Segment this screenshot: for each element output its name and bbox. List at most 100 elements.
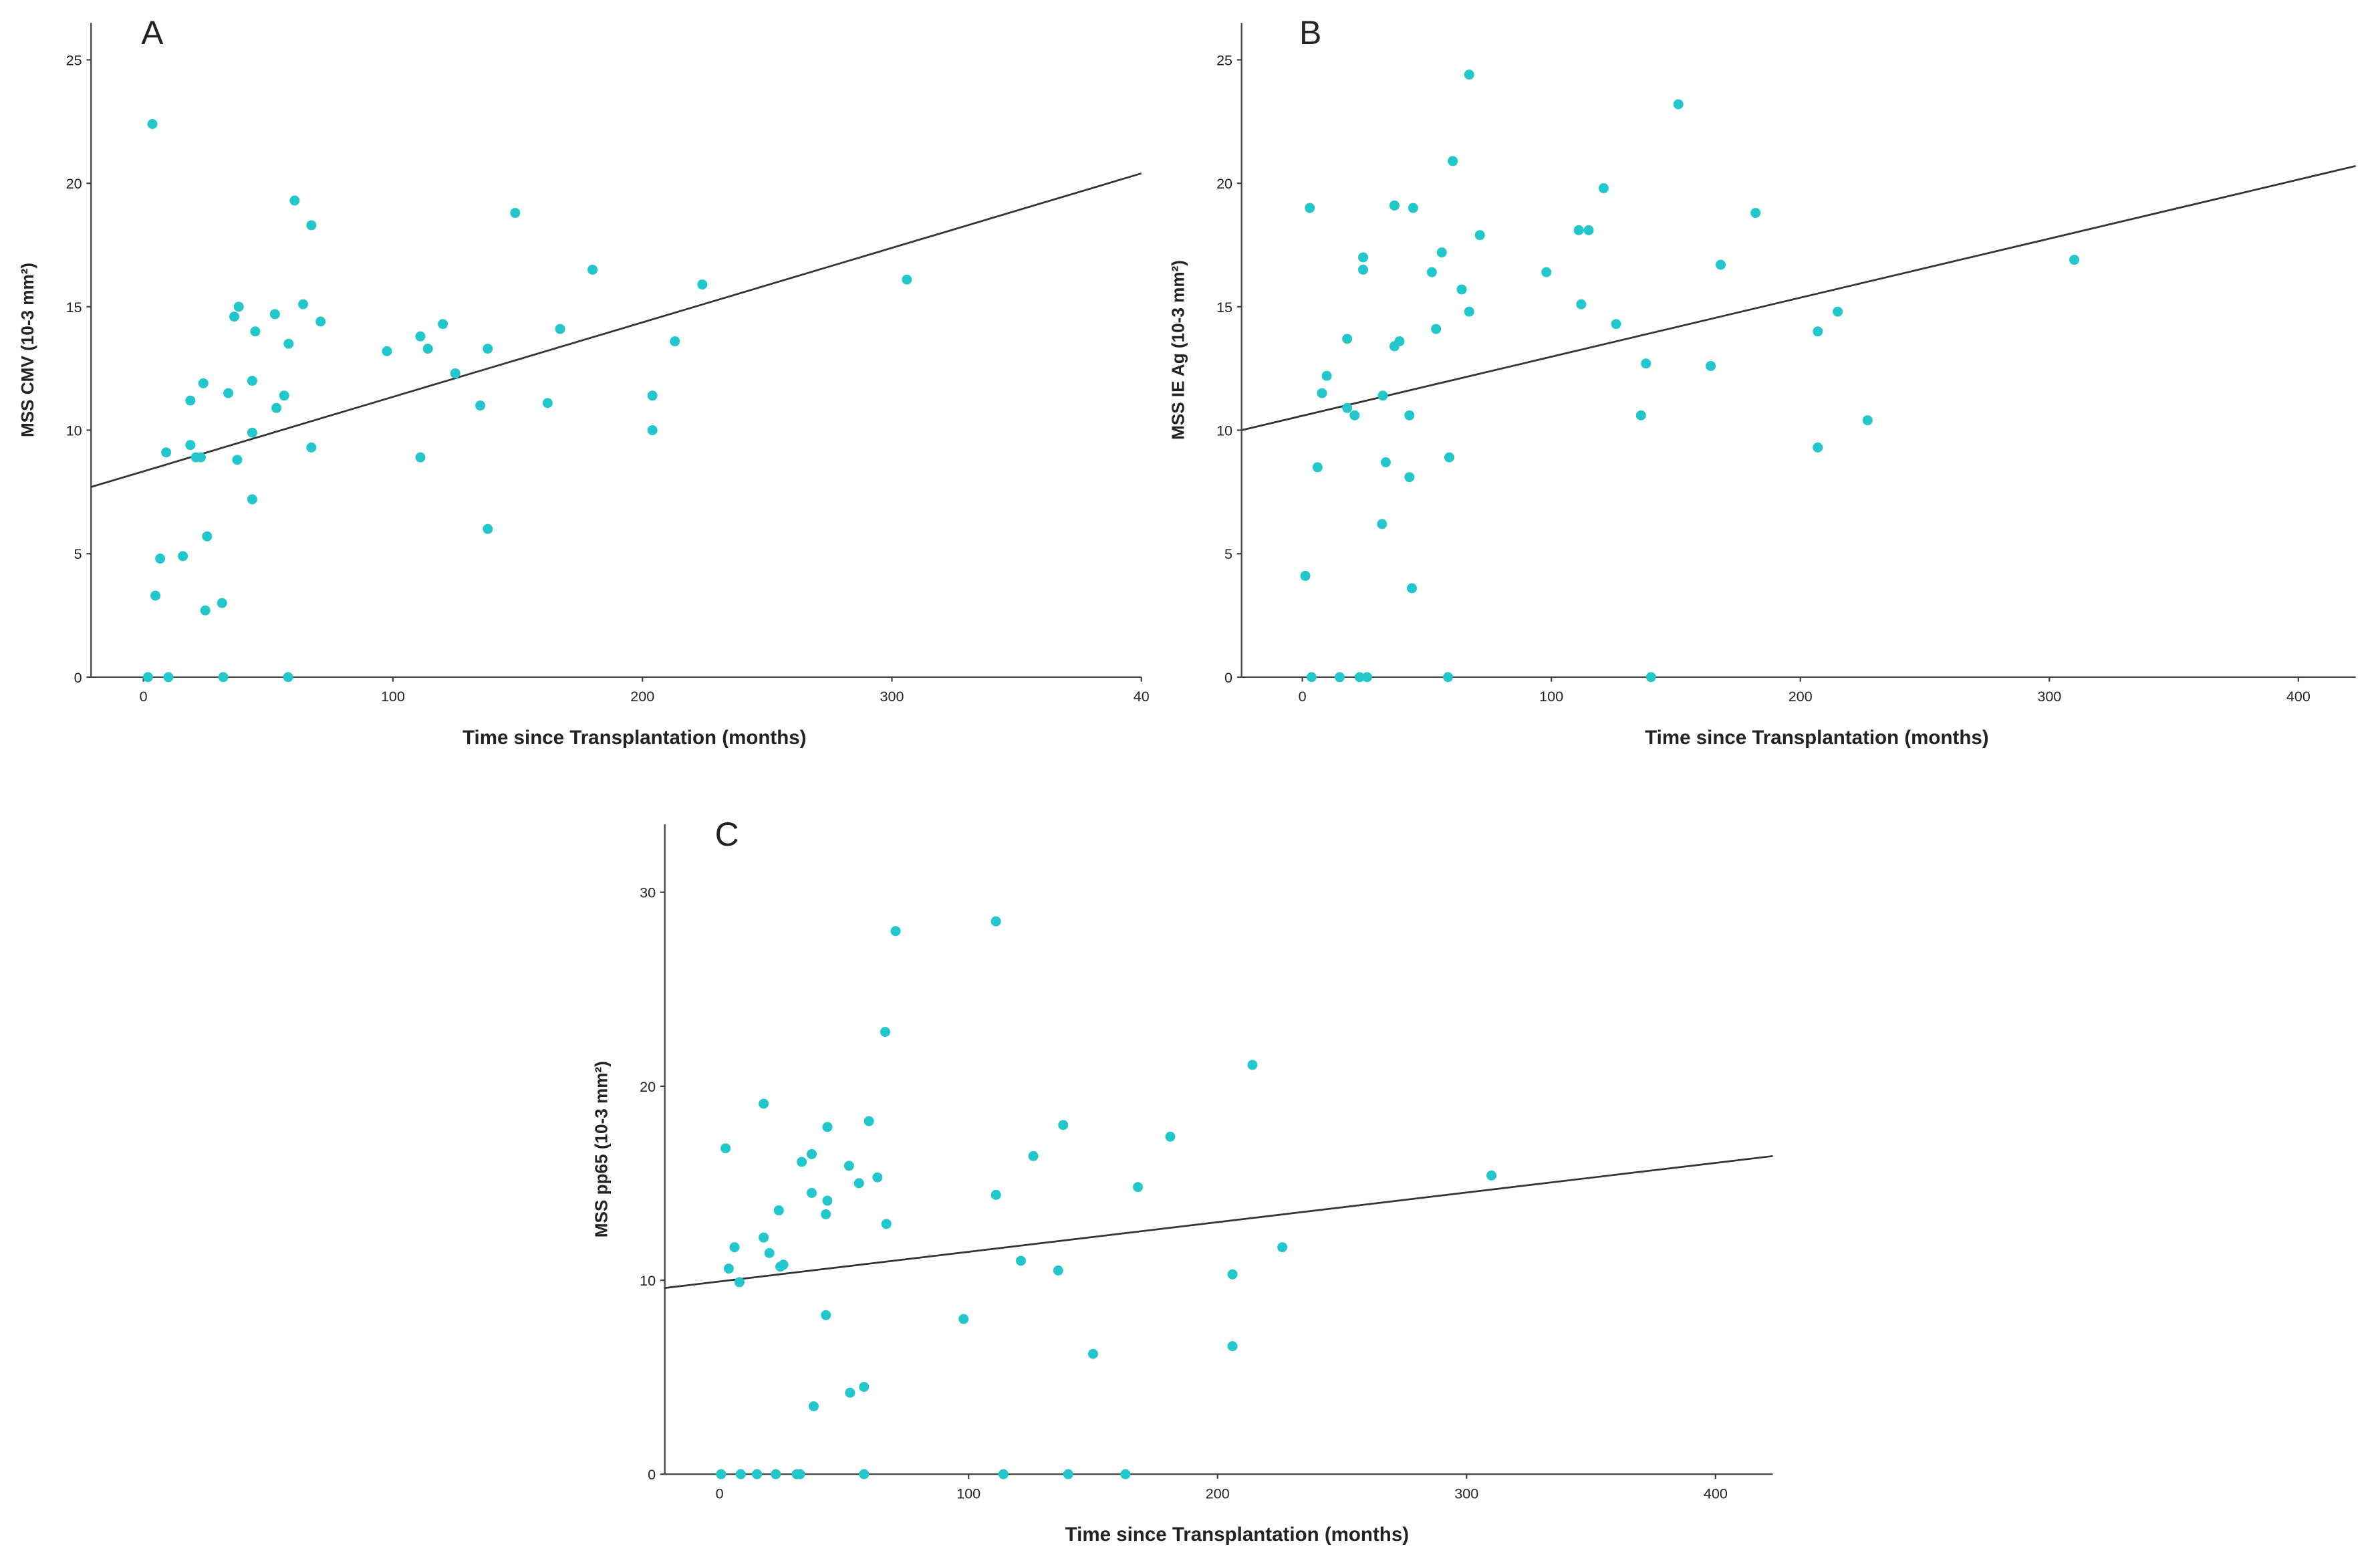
data-point bbox=[438, 319, 448, 330]
data-point bbox=[475, 400, 486, 411]
x-tick-label: 200 bbox=[630, 688, 654, 705]
data-point bbox=[1028, 1151, 1039, 1161]
data-point bbox=[1120, 1469, 1131, 1479]
data-point bbox=[223, 388, 234, 398]
data-point bbox=[279, 390, 289, 401]
data-point bbox=[269, 309, 280, 320]
y-tick-label: 10 bbox=[1216, 422, 1232, 439]
y-tick-label: 5 bbox=[74, 546, 82, 562]
data-point bbox=[647, 390, 658, 401]
data-point bbox=[1358, 252, 1368, 263]
data-point bbox=[890, 926, 901, 937]
y-tick-label: 20 bbox=[640, 1078, 656, 1095]
data-point bbox=[843, 1161, 854, 1171]
panel-label: C bbox=[715, 816, 739, 853]
data-point bbox=[1334, 672, 1345, 683]
data-point bbox=[315, 316, 326, 327]
data-point bbox=[859, 1382, 870, 1393]
data-point bbox=[483, 523, 493, 534]
data-point bbox=[1354, 672, 1365, 683]
data-point bbox=[845, 1387, 855, 1398]
data-point bbox=[1377, 519, 1387, 529]
data-point bbox=[202, 531, 213, 541]
data-point bbox=[1300, 570, 1311, 581]
data-point bbox=[247, 376, 257, 386]
scatter-chart: 0 5 10 15 20 25 0 100 200 300 400 B MSS IE Ag (10-3 … bbox=[1168, 14, 2356, 749]
data-point bbox=[1342, 402, 1353, 413]
scatter-chart: 0 5 10 15 20 25 0 100 200 300 40 A MSS CMV (10-3 mm²… bbox=[17, 14, 1150, 749]
data-point bbox=[1426, 267, 1437, 277]
data-point bbox=[1813, 326, 1823, 337]
data-point bbox=[185, 395, 196, 406]
data-point bbox=[196, 452, 206, 463]
data-point bbox=[1576, 299, 1587, 310]
data-point bbox=[1305, 203, 1315, 213]
data-point bbox=[1464, 306, 1474, 317]
trend-line bbox=[1241, 164, 2356, 431]
y-axis-label: MSS pp65 (10-3 mm²) bbox=[591, 1061, 611, 1237]
data-point bbox=[229, 312, 240, 322]
y-tick-label: 20 bbox=[66, 175, 82, 192]
x-tick-label: 100 bbox=[1539, 688, 1563, 705]
data-point bbox=[771, 1469, 781, 1479]
data-point bbox=[1349, 410, 1360, 420]
data-point bbox=[1053, 1265, 1063, 1276]
data-point bbox=[778, 1259, 789, 1270]
data-point bbox=[1342, 334, 1353, 344]
x-axis-label: Time since Transplantation (months) bbox=[462, 727, 806, 749]
data-point bbox=[1474, 230, 1485, 241]
data-point bbox=[1456, 284, 1467, 295]
x-axis-label: Time since Transplantation (months) bbox=[1645, 727, 1988, 749]
data-point bbox=[1058, 1120, 1069, 1130]
data-point bbox=[1673, 99, 1684, 110]
data-point bbox=[415, 452, 426, 463]
data-point bbox=[163, 672, 174, 683]
data-point bbox=[247, 494, 257, 505]
data-point bbox=[729, 1242, 740, 1253]
data-point bbox=[647, 425, 658, 436]
data-point bbox=[150, 590, 161, 601]
data-point bbox=[289, 195, 300, 206]
data-point bbox=[1486, 1170, 1497, 1181]
data-point bbox=[1448, 156, 1458, 166]
y-tick-label: 20 bbox=[1216, 175, 1232, 192]
y-tick-label: 10 bbox=[66, 422, 82, 439]
data-point bbox=[1377, 390, 1388, 401]
data-point bbox=[1087, 1348, 1098, 1359]
data-point bbox=[1312, 462, 1323, 473]
data-point bbox=[1404, 472, 1415, 483]
trend-line bbox=[90, 172, 1142, 488]
data-point bbox=[1431, 324, 1442, 334]
y-tick-label: 5 bbox=[1224, 546, 1232, 562]
data-point bbox=[450, 368, 460, 379]
data-point bbox=[555, 324, 565, 334]
x-tick-label: 0 bbox=[716, 1485, 724, 1501]
data-point bbox=[510, 207, 521, 218]
data-point bbox=[1227, 1269, 1238, 1280]
data-point bbox=[1227, 1341, 1238, 1352]
data-point bbox=[1394, 336, 1405, 347]
data-point bbox=[764, 1247, 775, 1258]
data-point bbox=[1247, 1060, 1258, 1070]
data-point bbox=[542, 398, 553, 408]
y-tick-label: 0 bbox=[74, 669, 82, 686]
data-point bbox=[716, 1469, 726, 1479]
data-point bbox=[1321, 370, 1332, 381]
data-point bbox=[147, 119, 158, 129]
panel-label: A bbox=[141, 14, 164, 51]
data-point bbox=[1436, 247, 1447, 258]
x-tick-label: 300 bbox=[880, 688, 904, 705]
data-point bbox=[998, 1469, 1009, 1479]
data-point bbox=[1407, 583, 1418, 594]
data-point bbox=[795, 1469, 805, 1479]
data-point bbox=[1813, 442, 1823, 453]
x-tick-label: 300 bbox=[1454, 1485, 1478, 1501]
data-point bbox=[1306, 672, 1317, 683]
data-point bbox=[1317, 388, 1327, 398]
x-axis-label: Time since Transplantation (months) bbox=[1065, 1524, 1409, 1546]
data-point bbox=[306, 220, 317, 231]
data-point bbox=[1862, 415, 1873, 426]
